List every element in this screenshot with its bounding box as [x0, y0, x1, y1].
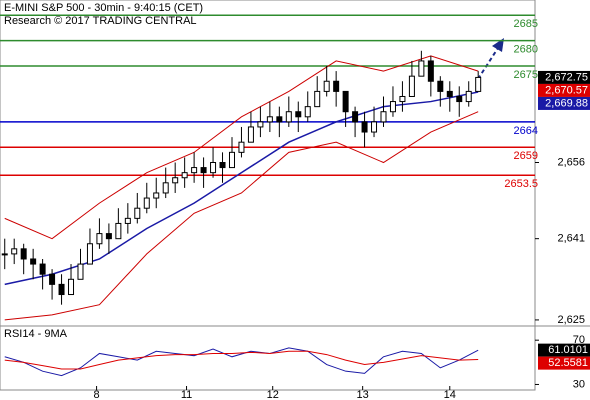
candle-body [115, 222, 122, 240]
candle-body [361, 121, 368, 133]
rsi-tick-label: 30 [573, 378, 585, 390]
candle-body [162, 182, 169, 194]
candle-body [96, 233, 103, 245]
rsi-tag [538, 356, 590, 370]
candle-body [437, 80, 444, 92]
band-line [4, 55, 479, 240]
candle-body [304, 106, 311, 118]
candle-body [153, 192, 160, 199]
candle-body [342, 90, 349, 113]
candle-body [238, 141, 245, 153]
candle-body [143, 197, 150, 209]
price-tag-label: 2,672.75 [545, 71, 588, 83]
candle-body [58, 283, 65, 296]
candle-body [475, 76, 482, 92]
candle-body [228, 151, 235, 169]
candle-body [105, 233, 112, 240]
level-label: 2680 [514, 44, 538, 56]
candle-body [427, 60, 434, 82]
price-tag-label: 2,669.88 [545, 97, 588, 109]
x-tick-label: 14 [444, 389, 456, 400]
price-tag [538, 83, 590, 97]
x-tick-label: 12 [267, 389, 279, 400]
candle-body [266, 116, 273, 123]
rsi-line [4, 347, 479, 377]
rsi-tag [538, 343, 590, 357]
level-label: 2664 [514, 125, 538, 137]
candle-body [323, 80, 330, 92]
candle-body [380, 111, 387, 123]
candle-body [333, 80, 340, 92]
candle-body [49, 273, 56, 285]
candle-body [210, 162, 217, 174]
candle-body [465, 90, 472, 103]
chart-subtitle: Research © 2017 TRADING CENTRAL [4, 15, 197, 27]
rsi-tick-label: 70 [573, 334, 585, 346]
price-tag [538, 70, 590, 84]
x-tick-label: 13 [357, 389, 369, 400]
x-tick-label: 8 [94, 389, 100, 400]
price-tag [538, 96, 590, 110]
candle-body [456, 95, 463, 103]
rsi-title: RSI14 - 9MA [4, 328, 68, 340]
plot-frame [0, 0, 536, 391]
candle-body [257, 121, 264, 128]
candle-body [77, 263, 84, 280]
candle-body [30, 258, 37, 265]
candle-body [352, 111, 359, 123]
y-tick-label: 2,656 [557, 156, 585, 168]
candle-body [191, 167, 198, 174]
candle-body [399, 95, 406, 103]
candle-body [1, 253, 8, 256]
chart-title: E-MINI S&P 500 - 30min - 9:40:15 (CET) [4, 2, 203, 14]
rsi-tag-label: 52.5581 [548, 357, 588, 369]
band-line [4, 111, 479, 321]
candle-body [86, 243, 93, 265]
candle-body [124, 217, 131, 224]
candle-body [68, 278, 75, 296]
y-tick-label: 2,625 [557, 314, 585, 326]
candle-body [285, 111, 292, 123]
candle-body [20, 248, 27, 260]
candle-body [314, 90, 321, 108]
y-tick-label: 2,641 [557, 233, 585, 245]
candle-body [11, 248, 18, 255]
level-label: 2659 [514, 150, 538, 162]
candle-body [418, 60, 425, 77]
level-label: 2685 [514, 18, 538, 30]
candle-body [389, 101, 396, 113]
level-label: 2675 [514, 69, 538, 81]
candle-body [408, 75, 415, 97]
level-label: 2653.5 [504, 178, 538, 190]
candle-body [276, 116, 283, 123]
candle-body [371, 121, 378, 133]
candle-body [181, 172, 188, 179]
rsi-tag-label: 61.0101 [548, 344, 588, 356]
candle-body [172, 177, 179, 184]
candle-body [39, 263, 46, 275]
candle-body [134, 207, 141, 219]
candle-body [219, 162, 226, 169]
price-tag-label: 2,670.57 [545, 84, 588, 96]
x-tick-label: 11 [181, 389, 192, 400]
candle-body [247, 126, 254, 143]
rsi-line [4, 350, 479, 370]
candle-body [295, 111, 302, 118]
candle-body [200, 167, 207, 174]
forecast-arrow [477, 38, 504, 80]
band-line [4, 91, 479, 286]
candle-body [446, 90, 453, 97]
